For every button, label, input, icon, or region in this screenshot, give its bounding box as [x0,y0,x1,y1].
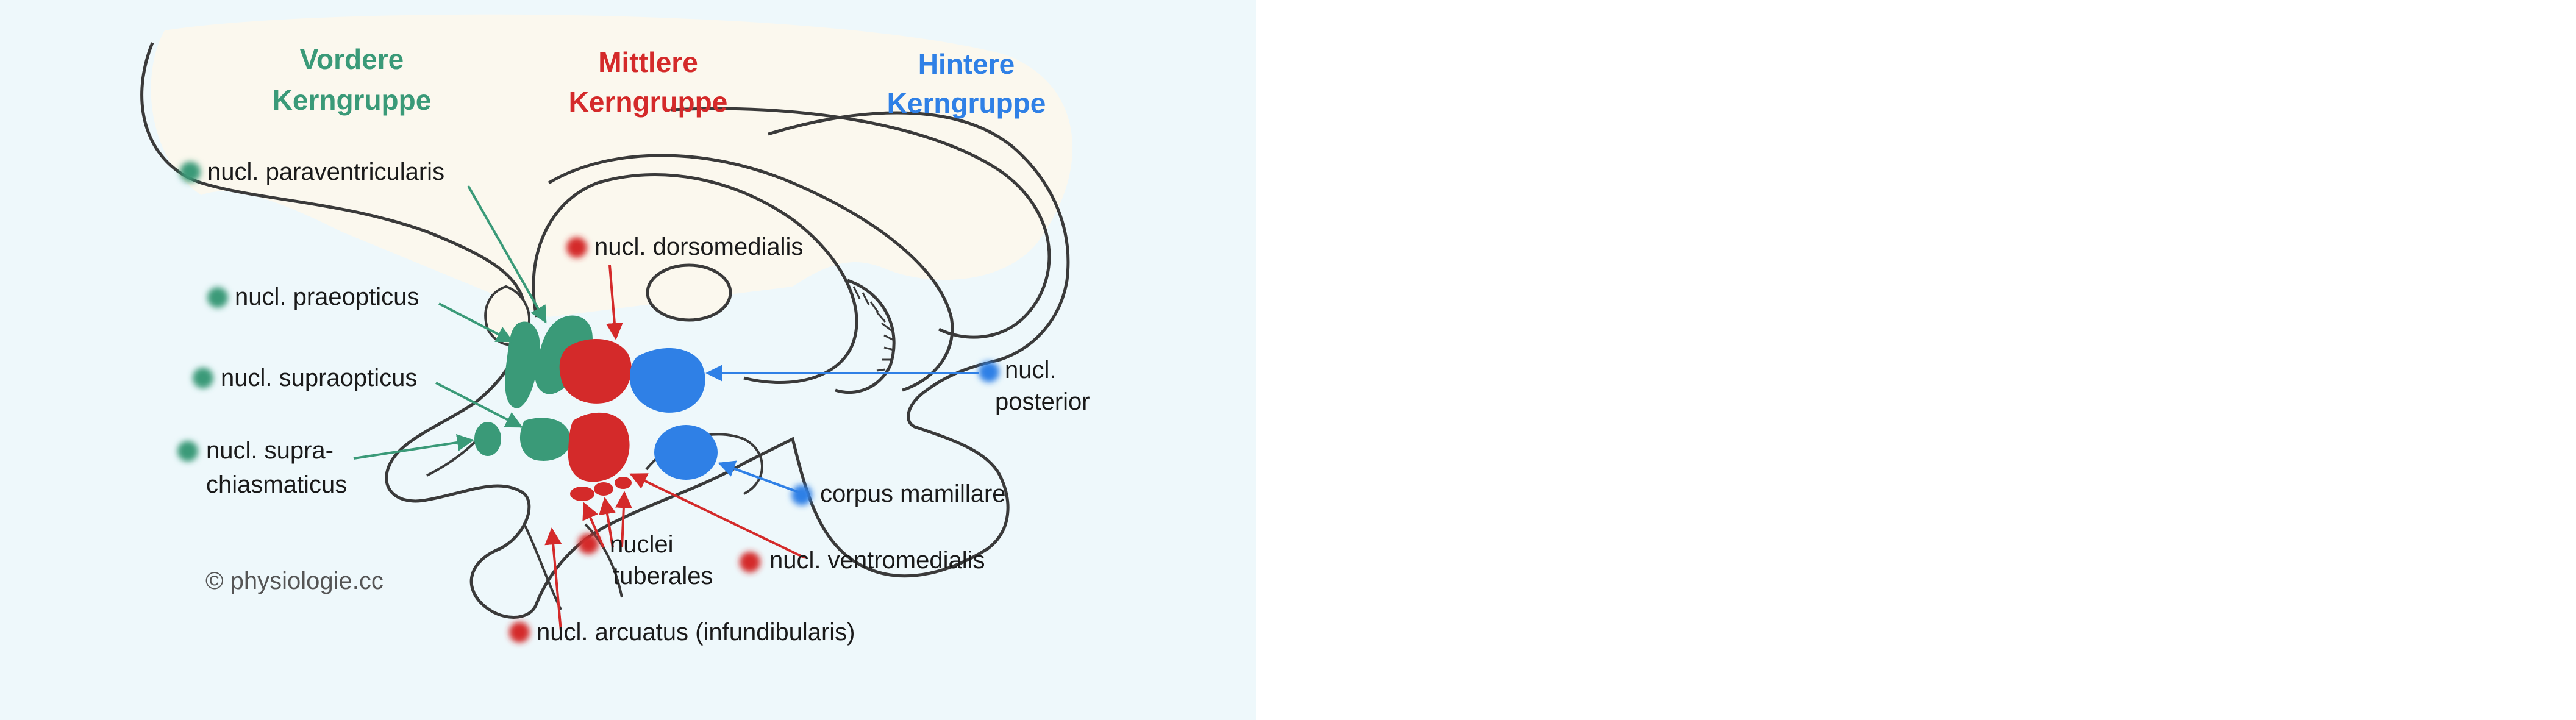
nuclei-tuberales-shapes [570,477,632,501]
group-middle-line2: Kerngruppe [569,86,728,118]
label-mamillare: corpus mamillare [820,480,1006,507]
adhesio-interthalamica [646,263,732,322]
nucleus-posterior-shape [630,348,705,413]
label-dorsomedialis: nucl. dorsomedialis [594,233,803,260]
nucleus-dorsomedialis-shape [559,339,632,404]
copyright-note: © physiologie.cc [205,568,384,594]
posterior-outline [670,107,1051,339]
nucleus-supraopticus-shape [519,418,571,461]
ventricle-outline [532,173,858,384]
commissure-outline [835,279,896,394]
group-anterior-line1: Vordere [300,43,404,75]
bullet-dorsomedialis [566,237,587,258]
bullet-ventromedialis [740,552,760,572]
bullet-tuberales [578,533,599,554]
label-ventromedialis: nucl. ventromedialis [769,547,985,574]
arrow-ventromedialis [629,473,805,559]
group-posterior-line2: Kerngruppe [887,87,1046,119]
bullet-supraopticus [193,368,213,388]
label-tuberales-line2: tuberales [613,563,713,590]
label-arcuatus: nucl. arcuatus (infundibularis) [537,619,855,646]
arrow-paraventricularis [467,185,547,324]
nucleus-suprachiasmaticus-shape [474,422,501,456]
arrow-tuberales-3 [615,491,632,548]
arrow-supraopticus [435,382,523,428]
label-suprachiasmaticus-line1: nucl. supra- [206,437,334,464]
arrow-suprachiasmaticus [353,433,474,460]
tissue-upper-region [151,14,1073,317]
arrow-tuberales-2 [599,497,616,548]
bullet-praeopticus [207,287,228,308]
arrow-praeopticus [438,302,514,343]
nucleus-ventromedialis-shape [568,412,630,482]
bullet-mamillare [791,485,812,505]
group-anterior-line2: Kerngruppe [273,84,432,116]
nucleus-praeopticus-shape [505,321,540,408]
group-middle-line1: Mittlere [598,46,698,78]
bullet-suprachiasmaticus [177,441,198,462]
arrow-dorsomedialis [605,265,623,340]
corpus-mamillare-shape [654,425,718,480]
infundibulum-outline [523,523,623,610]
label-posterior-line2: posterior [995,388,1090,415]
arrow-tuberales-1 [582,502,605,548]
arrow-mamillare [718,460,801,494]
label-paraventricularis: nucl. paraventricularis [207,159,444,185]
bullet-posterior [979,362,999,382]
fornix-outline [548,154,954,392]
group-posterior-line1: Hintere [918,48,1015,80]
arrow-arcuatus [544,527,562,632]
label-tuberales-line1: nuclei [610,531,674,558]
commissure-hatching [852,286,894,372]
label-suprachiasmaticus-line2: chiasmaticus [206,471,347,498]
label-supraopticus: nucl. supraopticus [221,365,417,391]
bullet-paraventricularis [180,162,201,182]
label-posterior-line1: nucl. [1005,357,1057,383]
label-praeopticus: nucl. praeopticus [235,283,419,310]
bullet-arcuatus [509,622,530,643]
